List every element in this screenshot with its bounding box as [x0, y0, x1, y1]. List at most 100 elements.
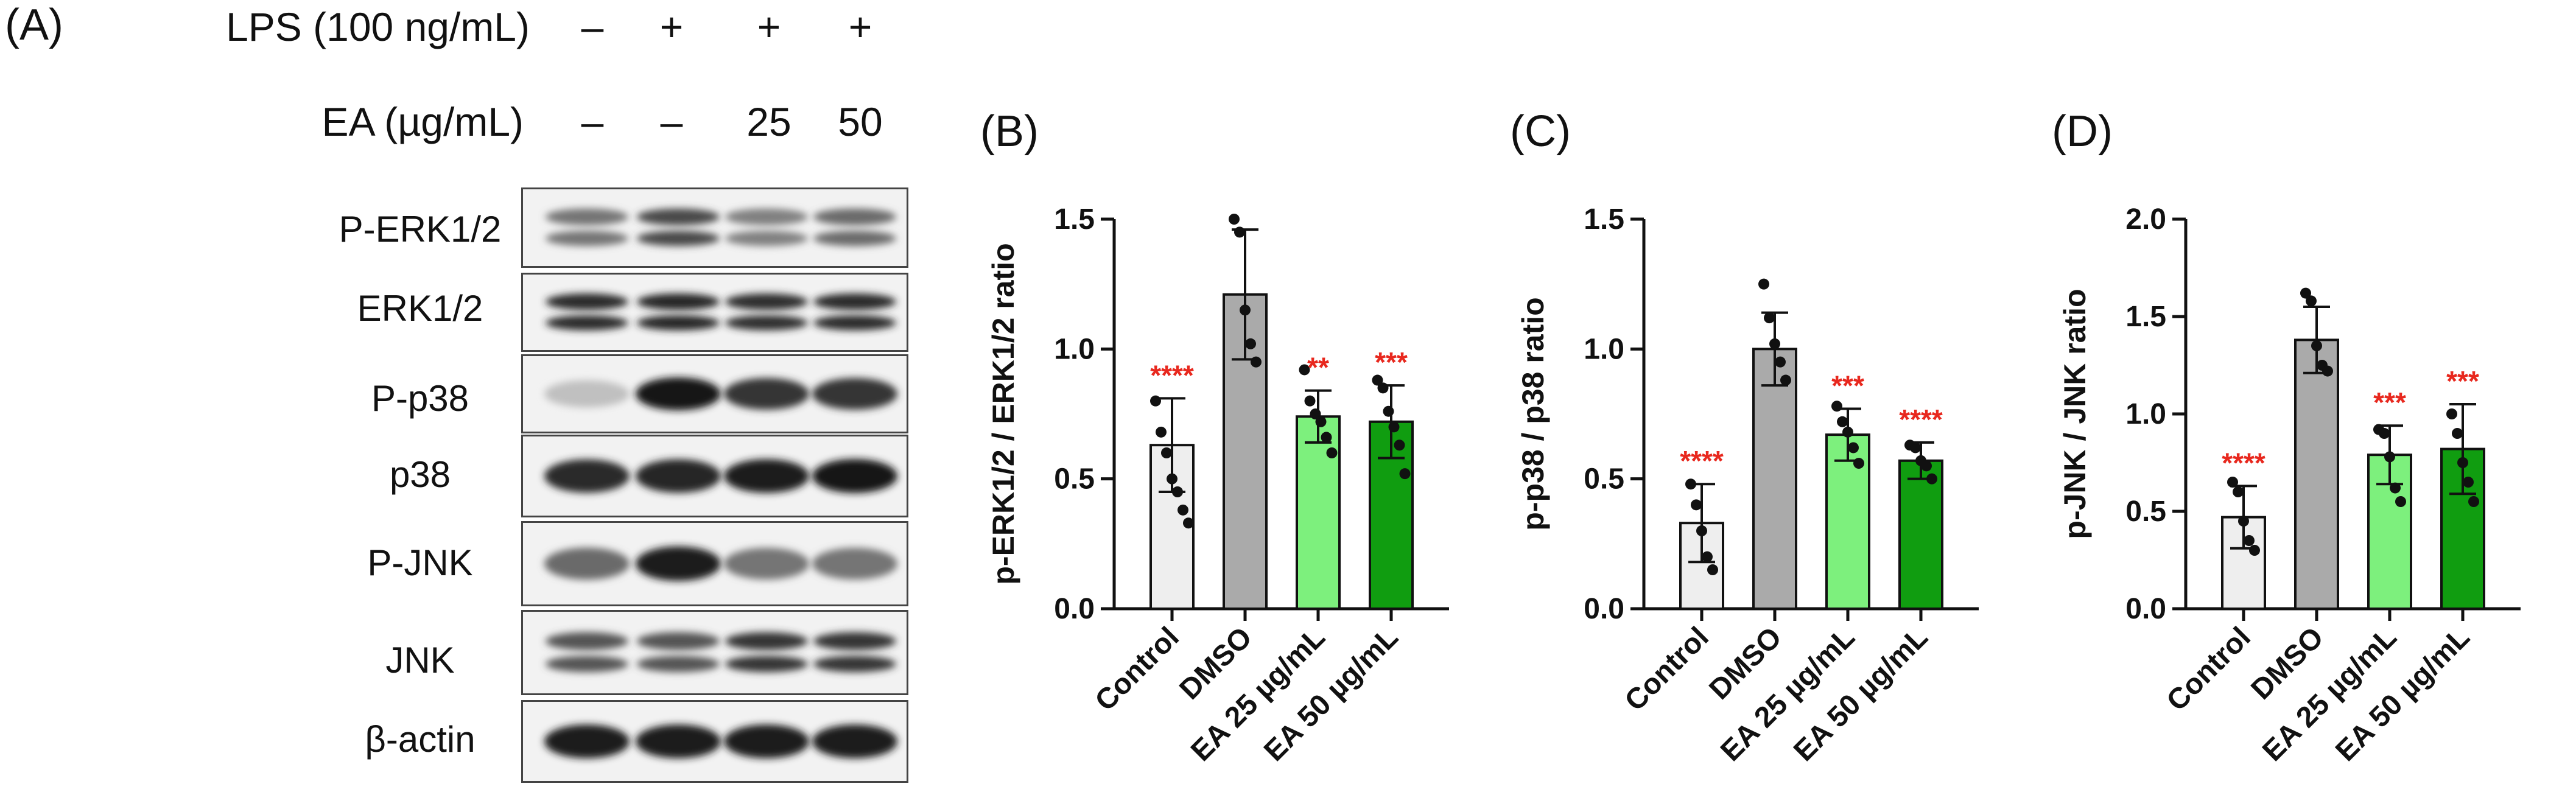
data-point — [1837, 416, 1848, 427]
blot-p-p38 — [521, 354, 908, 433]
panel-label: (C) — [1510, 107, 1571, 156]
data-point — [1910, 442, 1921, 454]
blot-band — [637, 231, 720, 247]
data-point — [1251, 356, 1262, 368]
lps-lane-2: + — [659, 4, 684, 49]
data-point — [2379, 428, 2390, 439]
blot-band — [813, 656, 896, 673]
data-point — [1229, 214, 1240, 225]
y-tick-label: 1.5 — [1054, 203, 1095, 236]
lps-lane-3: + — [757, 4, 781, 49]
blot-band — [636, 546, 721, 581]
blot-label-p-p38: P-p38 — [371, 378, 469, 419]
y-tick-label: 0.5 — [1584, 463, 1624, 496]
data-point — [2457, 457, 2468, 468]
data-point — [2227, 477, 2238, 488]
data-point — [1372, 374, 1383, 386]
y-tick-label: 0.0 — [1584, 593, 1624, 625]
blot-label-beta-actin: β-actin — [365, 719, 476, 760]
data-point — [2395, 496, 2406, 507]
data-point — [2446, 408, 2457, 419]
blot-band — [637, 315, 720, 331]
data-point — [2311, 340, 2322, 351]
data-point — [1769, 338, 1780, 349]
blot-band — [813, 315, 896, 331]
data-point — [1299, 364, 1310, 376]
data-point — [2306, 295, 2317, 307]
blot-band — [813, 231, 896, 247]
y-tick-label: 1.0 — [2125, 398, 2166, 430]
data-point — [1234, 226, 1245, 238]
blot-band — [812, 724, 897, 758]
data-point — [2233, 486, 2244, 497]
blot-erk — [521, 273, 908, 352]
blot-band — [812, 377, 897, 410]
blot-band — [546, 231, 628, 247]
data-point — [2463, 477, 2474, 488]
data-point — [1183, 517, 1194, 529]
significance-label: *** — [1375, 346, 1408, 378]
x-tick-label: Control — [1089, 621, 1185, 717]
blot-band — [724, 547, 809, 580]
data-point — [1921, 460, 1932, 472]
data-point — [2468, 496, 2479, 507]
blot-band — [546, 656, 628, 673]
significance-label: *** — [2446, 365, 2479, 397]
data-point — [1707, 564, 1718, 575]
data-point — [1388, 421, 1400, 433]
blot-label-erk: ERK1/2 — [357, 288, 483, 329]
data-point — [1764, 312, 1775, 324]
data-point — [2300, 287, 2311, 299]
data-point — [1161, 447, 1172, 458]
panel-label: (D) — [2052, 107, 2113, 156]
data-point — [1399, 468, 1411, 480]
data-point — [1240, 304, 1251, 316]
data-point — [1702, 551, 1713, 562]
blot-p-erk — [521, 187, 908, 268]
data-point — [2238, 516, 2249, 527]
data-point — [1383, 405, 1394, 417]
blot-band — [636, 377, 721, 411]
data-point — [1304, 395, 1316, 407]
data-point — [1842, 426, 1853, 438]
blot-p38 — [521, 435, 908, 517]
data-point — [1377, 382, 1389, 394]
significance-label: *** — [2373, 387, 2406, 418]
y-tick-label: 1.0 — [1054, 333, 1095, 365]
data-point — [1177, 504, 1188, 516]
blot-label-p-jnk: P-JNK — [367, 542, 473, 583]
y-axis-label: p-ERK1/2 / ERK1/2 ratio — [986, 243, 1020, 584]
blot-band — [725, 632, 808, 650]
blot-background — [523, 612, 907, 693]
blot-band — [544, 459, 630, 493]
blot-band — [725, 656, 808, 673]
blot-band — [725, 293, 808, 310]
blot-band — [724, 459, 809, 493]
y-tick-label: 1.5 — [1584, 203, 1624, 236]
data-point — [2249, 545, 2260, 556]
ea-lane-2: – — [660, 99, 683, 144]
data-point — [1326, 447, 1338, 458]
blot-band — [544, 724, 630, 758]
blot-band — [725, 315, 808, 331]
data-point — [1310, 408, 1321, 419]
bar — [1296, 415, 1341, 610]
y-axis-label: p-JNK / JNK ratio — [2058, 289, 2092, 539]
data-point — [2244, 535, 2255, 546]
data-point — [1696, 525, 1707, 536]
blot-band — [636, 724, 721, 758]
chart-b: (B) p-ERK1/2 / ERK1/2 ratio 0.0 0.5 1.0 1.5 **… — [980, 107, 1449, 768]
blot-p-jnk — [521, 521, 908, 606]
blot-beta-actin — [521, 700, 908, 783]
y-tick-label: 1.0 — [1584, 333, 1624, 365]
blot-band — [812, 459, 897, 493]
y-tick-label: 0.0 — [2125, 593, 2166, 625]
blot-band — [637, 208, 720, 226]
data-point — [1321, 432, 1332, 443]
y-tick-label: 0.0 — [1054, 593, 1095, 625]
blot-band — [546, 315, 628, 331]
blot-band — [724, 724, 809, 758]
data-point — [1691, 499, 1702, 511]
blot-band — [813, 208, 896, 226]
blot-band — [637, 656, 720, 673]
